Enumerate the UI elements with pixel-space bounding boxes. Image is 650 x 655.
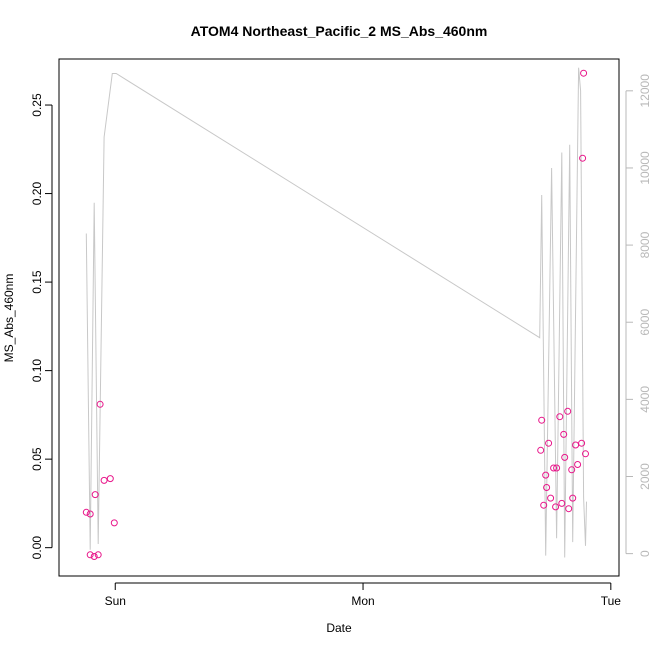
scatter-point [86,510,94,518]
scatter-point [550,464,558,472]
scatter-point [96,400,104,408]
scatter-point [94,551,102,559]
scatter-point [90,553,98,560]
scatter-point [91,491,99,499]
scatter-point [547,494,555,502]
scatter-point [556,413,564,421]
plot-frame [58,58,620,577]
scatter-point [580,69,588,77]
line-series-layer [85,67,587,558]
scatter-point [545,439,553,447]
scatter-point [569,494,577,502]
scatter-point [86,551,94,559]
y2-tick-label: 2000 [638,463,650,490]
y-tick-label: 0.15 [30,270,44,294]
y-axis-label: MS_Abs_460nm [2,274,16,363]
y-tick-label: 0.25 [30,93,44,117]
chart-title: ATOM4 Northeast_Pacific_2 MS_Abs_460nm [191,23,488,39]
x-axis-label: Date [326,621,352,635]
y-tick-label: 0.20 [30,182,44,206]
x-tick-label: Mon [351,594,374,608]
scatter-point [543,484,551,491]
y-tick-label: 0.00 [30,536,44,560]
scatter-point [568,466,576,474]
x-tick-label: Tue [601,594,622,608]
scatter-point [558,499,566,507]
y2-tick-label: 10000 [638,151,650,185]
scatter-point [578,439,586,447]
scatter-point [582,450,589,458]
scatter-point [82,508,90,516]
scatter-point [537,446,545,454]
y2-tick-label: 6000 [638,309,650,336]
scatter-series-layer [82,69,589,560]
y-tick-label: 0.10 [30,359,44,383]
bottom-axis: Sun Mon Tue [105,582,622,608]
left-axis: 0.00 0.05 0.10 0.15 0.20 0.25 [30,93,53,560]
scatter-point [110,519,118,527]
scatter-point [574,461,582,468]
scatter-point [560,430,568,438]
scatter-point [552,503,560,511]
scatter-point [100,476,108,484]
y2-tick-label: 0 [638,550,650,557]
right-axis: 0 2000 4000 6000 8000 10000 12000 [625,74,650,557]
y2-tick-label: 8000 [638,231,650,258]
scatter-point [542,471,550,479]
line-series [85,67,587,558]
scatter-point [564,407,572,415]
scatter-point [538,416,546,424]
y2-tick-label: 4000 [638,386,650,413]
scatter-point [540,501,548,509]
scatter-point [106,475,114,483]
y2-tick-label: 12000 [638,74,650,108]
scatter-point [561,453,569,461]
y-tick-label: 0.05 [30,447,44,471]
scatter-point [565,505,573,513]
scatter-point [579,154,587,162]
x-tick-label: Sun [105,594,126,608]
scatter-point [553,464,561,472]
